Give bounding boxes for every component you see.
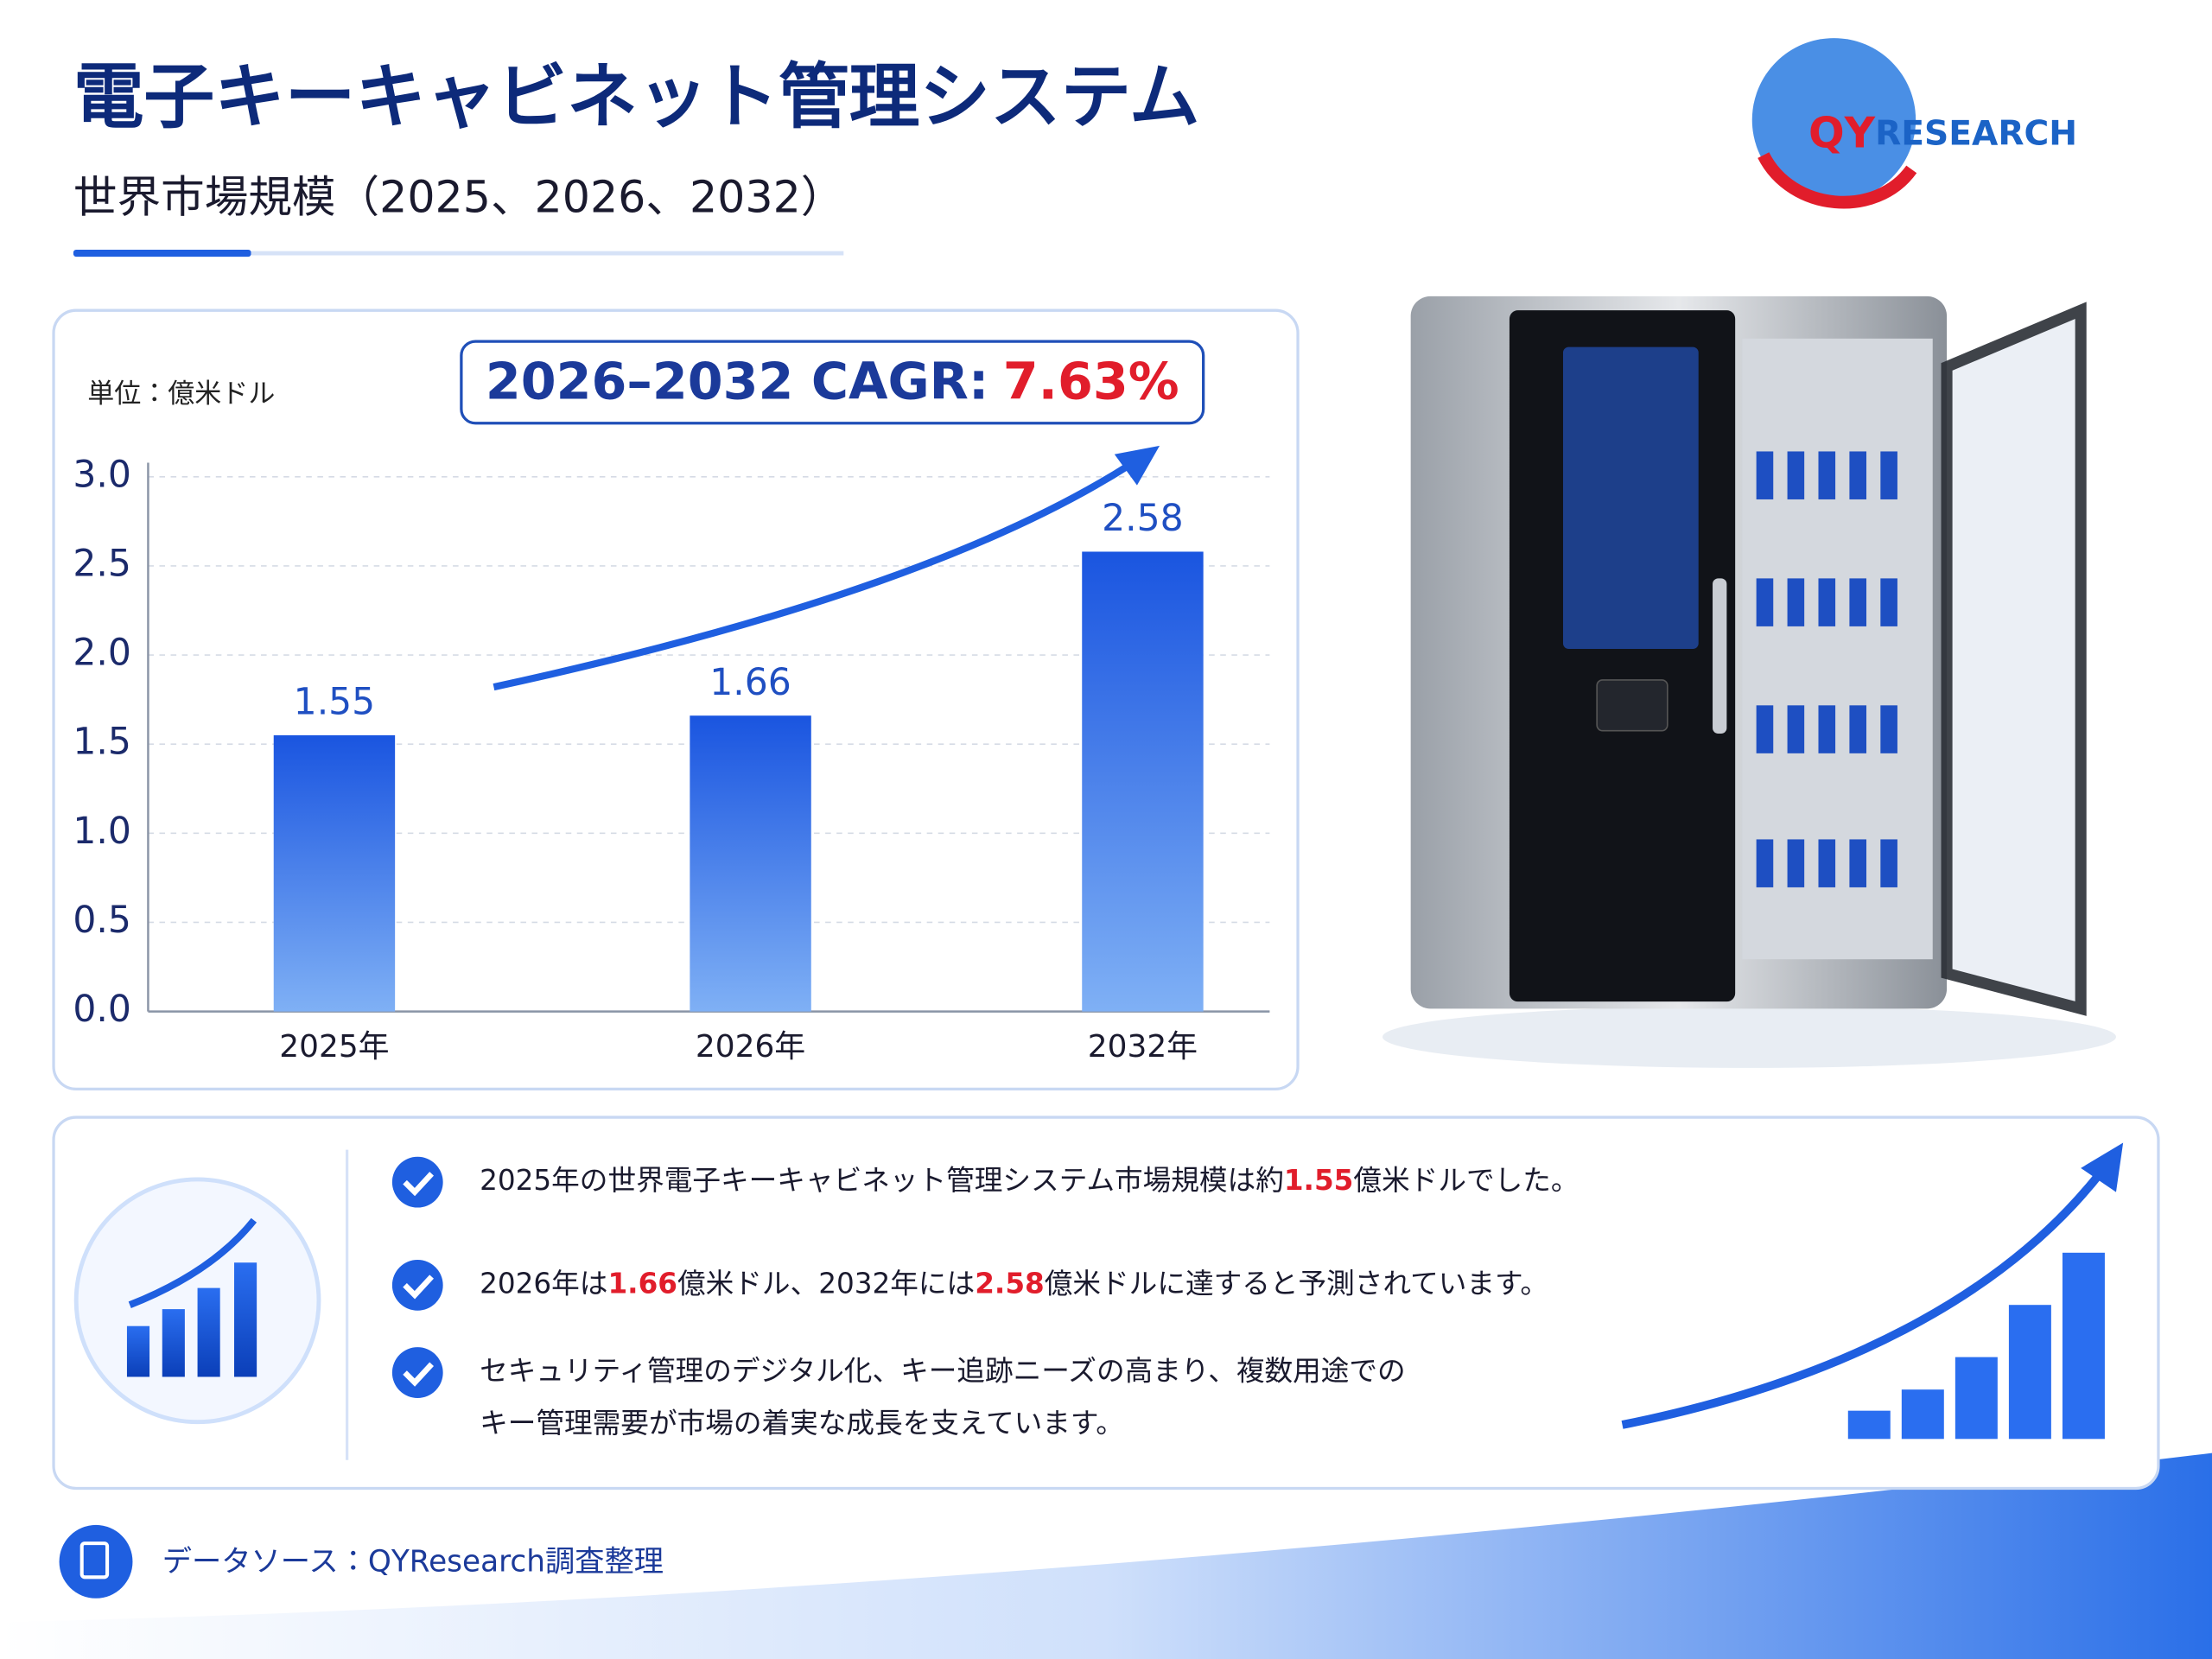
logo-text: QYRESEARCH bbox=[1808, 108, 2077, 157]
check-mark bbox=[403, 1172, 434, 1197]
cabinet-interior bbox=[1742, 338, 1933, 960]
highlight: 1.66 bbox=[607, 1267, 677, 1300]
x-tick-label: 2025年 bbox=[279, 1029, 389, 1065]
icon-bar bbox=[162, 1309, 185, 1377]
value-label: 2.58 bbox=[1102, 498, 1184, 540]
source: データソース：QYResearch調査整理 bbox=[162, 1544, 664, 1579]
bullet-text: セキュリティ管理のデジタル化、キー追跡ニーズの高まり、複数用途での bbox=[480, 1355, 1406, 1388]
logo-swoosh bbox=[1758, 152, 1917, 209]
source-icon bbox=[59, 1524, 133, 1599]
check-icon bbox=[391, 1259, 443, 1311]
cagr-label: 2026–2032 CAGR: bbox=[486, 352, 989, 411]
logo-globe bbox=[1751, 38, 1916, 202]
bar bbox=[273, 734, 396, 1012]
check-circle bbox=[391, 1347, 443, 1398]
value-label: 1.55 bbox=[294, 681, 376, 723]
text-piece: セキュリティ管理のデジタル化、キー追跡ニーズの高まり、複数用途での bbox=[480, 1355, 1406, 1388]
cabinet-glass-door bbox=[1941, 302, 2087, 1016]
bullet-list: 2025年の世界電子キーキャビネット管理システム市場規模は約1.55億米ドルでし… bbox=[391, 1156, 1580, 1440]
decor-bars bbox=[1621, 1142, 2124, 1440]
value-label: 1.66 bbox=[709, 662, 791, 704]
y-tick-label: 2.5 bbox=[73, 543, 130, 585]
bullet-text: 2026年は1.66億米ドル、2032年には2.58億米ドルに達すると予測されて… bbox=[480, 1267, 1548, 1300]
trend-arrow-head bbox=[1114, 445, 1160, 486]
cabinet-handle bbox=[1713, 578, 1727, 734]
check-mark bbox=[403, 1362, 434, 1387]
y-tick-label: 1.5 bbox=[73, 721, 130, 764]
text-piece: 2026年は bbox=[480, 1267, 607, 1300]
check-icon bbox=[391, 1347, 443, 1398]
text-piece: 2025年の世界電子キーキャビネット管理システム市場規模は約 bbox=[480, 1164, 1284, 1197]
x-tick-label: 2026年 bbox=[696, 1029, 805, 1065]
check-circle bbox=[391, 1259, 443, 1311]
source-icon-doc bbox=[79, 1541, 110, 1580]
icon-bar bbox=[126, 1325, 150, 1377]
cabinet-shadow bbox=[1382, 1006, 2116, 1068]
cagr-box bbox=[460, 340, 1205, 425]
logo-research: RESEARCH bbox=[1875, 114, 2077, 153]
bar bbox=[690, 715, 811, 1012]
cabinet-screen bbox=[1562, 346, 1699, 650]
accent-line bbox=[251, 251, 844, 256]
icon-bar bbox=[197, 1287, 220, 1377]
plot: 0.0 0.5 1.0 1.5 2.0 2.5 3.0 1.55 2025年 1.66 2026年 2… bbox=[73, 454, 1270, 1065]
cagr-value: 7.63% bbox=[1003, 352, 1179, 411]
y-tick-label: 3.0 bbox=[73, 454, 130, 496]
key-tags bbox=[1756, 451, 1897, 887]
text-piece: 億米ドルでした。 bbox=[1353, 1164, 1579, 1197]
check-mark bbox=[403, 1274, 434, 1300]
check-icon bbox=[391, 1156, 443, 1208]
icon-bar bbox=[234, 1262, 257, 1377]
cabinet-illustration bbox=[1382, 296, 2116, 1068]
cabinet-reader bbox=[1596, 679, 1669, 732]
accent-bar bbox=[73, 249, 251, 257]
cagr-text: 2026–2032 CAGR: 7.63% bbox=[486, 352, 1179, 411]
highlight: 2.58 bbox=[975, 1267, 1045, 1300]
logo: QYRESEARCH bbox=[1751, 38, 2077, 209]
trend-arrow bbox=[493, 462, 1131, 691]
x-tick-label: 2032年 bbox=[1088, 1029, 1198, 1065]
y-tick-label: 0.0 bbox=[73, 988, 130, 1031]
logo-qy: QY bbox=[1808, 108, 1876, 157]
bar bbox=[1082, 551, 1204, 1012]
check-circle bbox=[391, 1156, 443, 1208]
subtitle: 世界市場規模（2025、2026、2032） bbox=[73, 171, 844, 222]
icon-arrow bbox=[128, 1217, 257, 1309]
text-piece: 億米ドルに達すると予測されています。 bbox=[1045, 1267, 1548, 1300]
y-tick-label: 2.0 bbox=[73, 632, 130, 675]
y-tick-label: 1.0 bbox=[73, 810, 130, 853]
bullet-text: キー管理需要が市場の着実な成長を支えています。 bbox=[480, 1407, 1124, 1440]
title: 電子キーキャビネット管理システム bbox=[73, 56, 1200, 138]
text-piece: 億米ドル、2032年には bbox=[677, 1267, 975, 1300]
unit-label: 単位：億米ドル bbox=[87, 378, 275, 410]
wave bbox=[0, 1452, 2212, 1659]
text-piece: キー管理需要が市場の着実な成長を支えています。 bbox=[480, 1407, 1124, 1440]
bullet-text: 2025年の世界電子キーキャビネット管理システム市場規模は約1.55億米ドルでし… bbox=[480, 1164, 1579, 1197]
highlight: 1.55 bbox=[1284, 1164, 1354, 1197]
growth-icon bbox=[73, 1177, 321, 1425]
y-tick-label: 0.5 bbox=[73, 899, 130, 942]
summary-panel bbox=[52, 1116, 2160, 1491]
